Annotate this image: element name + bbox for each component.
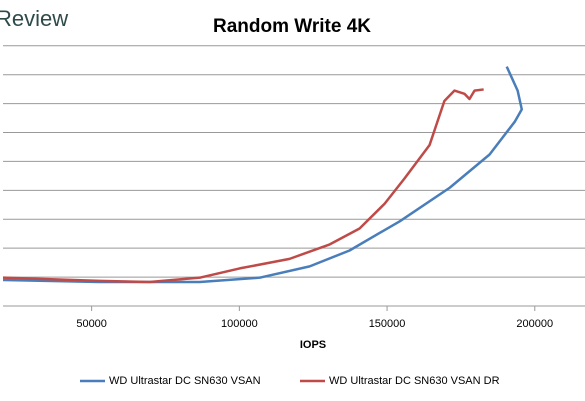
legend-label: WD Ultrastar DC SN630 VSAN DR xyxy=(329,375,500,387)
chart-title: Random Write 4K xyxy=(213,16,371,37)
x-tick-label: 150000 xyxy=(369,318,406,330)
x-axis-label: IOPS xyxy=(300,339,326,351)
x-tick-label: 50000 xyxy=(76,318,107,330)
x-tick-label: 200000 xyxy=(516,318,553,330)
brand: Review xyxy=(0,6,68,31)
legend-label: WD Ultrastar DC SN630 VSAN xyxy=(109,375,261,387)
series-line xyxy=(2,66,524,284)
series-line xyxy=(2,88,484,284)
x-tick-label: 100000 xyxy=(221,318,258,330)
